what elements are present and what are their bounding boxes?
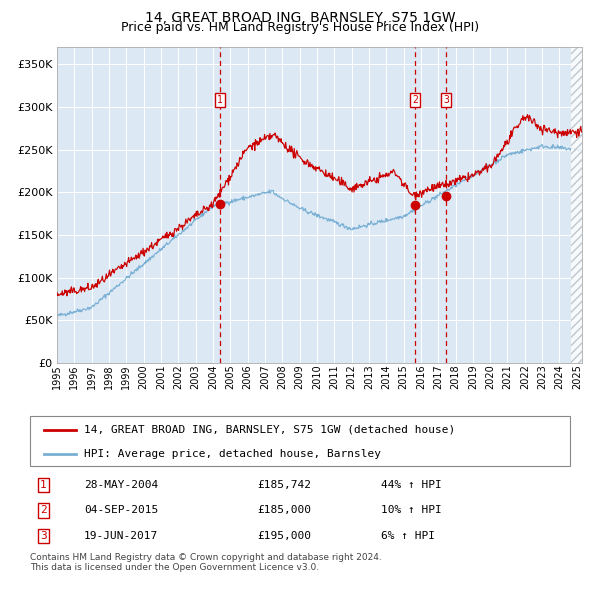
Text: 2: 2 (412, 95, 418, 105)
Text: 1: 1 (40, 480, 47, 490)
Text: 1: 1 (217, 95, 223, 105)
Text: £195,000: £195,000 (257, 531, 311, 541)
Text: 19-JUN-2017: 19-JUN-2017 (84, 531, 158, 541)
Text: Price paid vs. HM Land Registry's House Price Index (HPI): Price paid vs. HM Land Registry's House … (121, 21, 479, 34)
Text: 14, GREAT BROAD ING, BARNSLEY, S75 1GW: 14, GREAT BROAD ING, BARNSLEY, S75 1GW (145, 11, 455, 25)
Text: This data is licensed under the Open Government Licence v3.0.: This data is licensed under the Open Gov… (30, 563, 319, 572)
Text: 28-MAY-2004: 28-MAY-2004 (84, 480, 158, 490)
Text: £185,000: £185,000 (257, 506, 311, 516)
Text: 10% ↑ HPI: 10% ↑ HPI (381, 506, 442, 516)
Text: 6% ↑ HPI: 6% ↑ HPI (381, 531, 435, 541)
Text: 3: 3 (40, 531, 47, 541)
Polygon shape (571, 47, 582, 363)
Text: 3: 3 (443, 95, 449, 105)
Text: 44% ↑ HPI: 44% ↑ HPI (381, 480, 442, 490)
Text: Contains HM Land Registry data © Crown copyright and database right 2024.: Contains HM Land Registry data © Crown c… (30, 553, 382, 562)
FancyBboxPatch shape (30, 416, 570, 466)
Text: HPI: Average price, detached house, Barnsley: HPI: Average price, detached house, Barn… (84, 448, 381, 458)
Text: 14, GREAT BROAD ING, BARNSLEY, S75 1GW (detached house): 14, GREAT BROAD ING, BARNSLEY, S75 1GW (… (84, 425, 455, 435)
Text: £185,742: £185,742 (257, 480, 311, 490)
Text: 04-SEP-2015: 04-SEP-2015 (84, 506, 158, 516)
Text: 2: 2 (40, 506, 47, 516)
